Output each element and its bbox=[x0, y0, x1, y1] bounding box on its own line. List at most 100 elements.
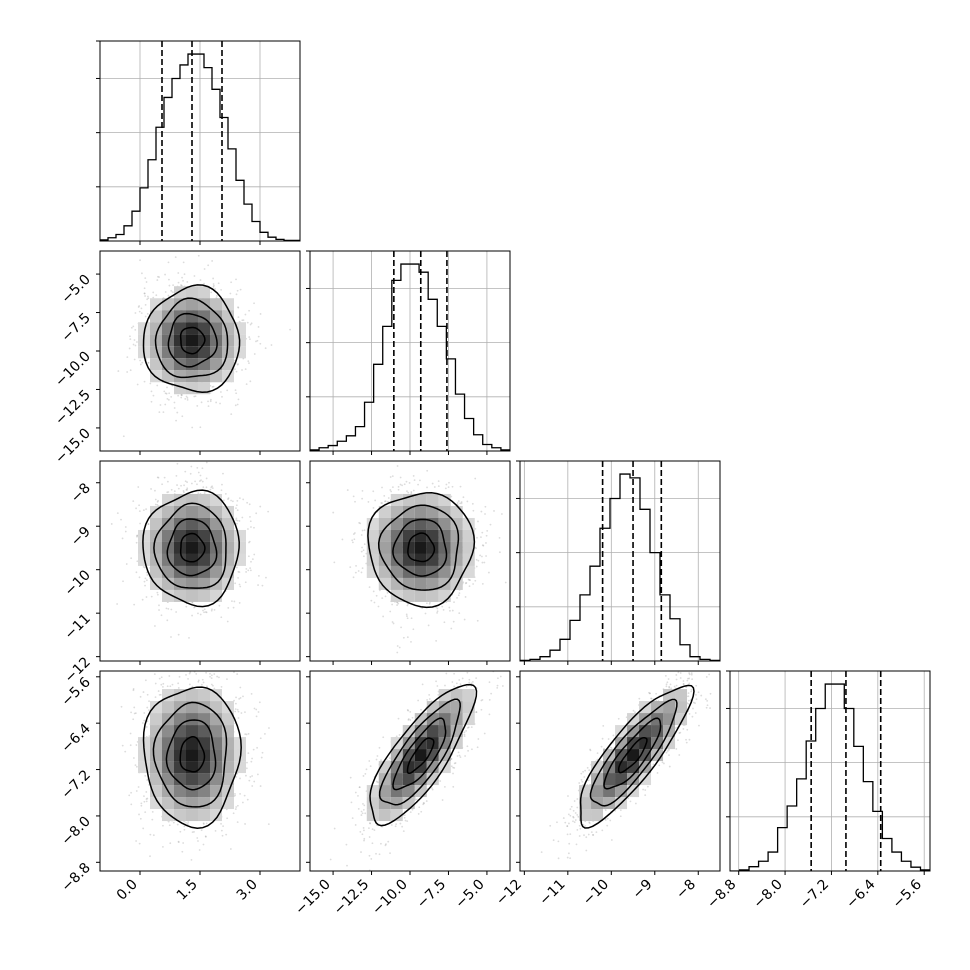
density-cell bbox=[438, 589, 451, 602]
data-point bbox=[235, 776, 238, 778]
data-point bbox=[514, 576, 516, 578]
data-point bbox=[245, 571, 248, 573]
data-point bbox=[116, 603, 119, 605]
data-point bbox=[248, 336, 251, 338]
density-cell bbox=[462, 541, 475, 554]
data-point bbox=[436, 610, 439, 613]
data-point bbox=[426, 602, 428, 605]
data-point bbox=[205, 477, 208, 480]
data-point bbox=[235, 504, 238, 507]
data-point bbox=[184, 470, 187, 473]
density-cell bbox=[174, 553, 186, 566]
data-point bbox=[235, 392, 238, 395]
density-cell bbox=[462, 517, 475, 530]
data-point bbox=[451, 485, 454, 488]
data-point bbox=[246, 321, 249, 324]
data-point bbox=[154, 489, 156, 492]
data-point bbox=[227, 497, 230, 500]
data-point bbox=[139, 817, 142, 820]
density-cell bbox=[378, 541, 391, 554]
density-cell bbox=[150, 541, 162, 554]
data-point bbox=[238, 602, 241, 604]
data-point bbox=[197, 492, 200, 495]
data-point bbox=[235, 517, 238, 520]
data-point bbox=[197, 612, 199, 615]
data-point bbox=[391, 621, 394, 623]
data-point bbox=[110, 523, 113, 525]
data-point bbox=[194, 480, 196, 483]
panel-content bbox=[310, 251, 510, 451]
panel-content bbox=[110, 461, 270, 639]
data-point bbox=[384, 500, 386, 503]
data-point bbox=[183, 491, 185, 494]
panel-2-0 bbox=[96, 460, 301, 665]
contour-line bbox=[179, 532, 206, 563]
density-cell bbox=[438, 565, 451, 578]
density-cell bbox=[150, 505, 162, 518]
density-cell bbox=[198, 346, 210, 359]
data-point bbox=[236, 289, 239, 292]
data-point bbox=[429, 601, 431, 604]
density-cell bbox=[150, 358, 162, 371]
data-point bbox=[163, 476, 166, 479]
data-point bbox=[143, 292, 146, 295]
data-point bbox=[504, 581, 507, 584]
data-point bbox=[203, 608, 206, 611]
data-point bbox=[477, 559, 480, 562]
data-point bbox=[158, 609, 160, 611]
data-point bbox=[196, 466, 199, 469]
data-point bbox=[126, 356, 129, 358]
data-point bbox=[380, 502, 383, 504]
data-point bbox=[431, 482, 434, 485]
data-point bbox=[133, 706, 136, 709]
data-point bbox=[132, 325, 135, 328]
data-point bbox=[135, 541, 138, 544]
density-cell bbox=[186, 298, 198, 311]
data-point bbox=[259, 342, 262, 345]
panel-1-0 bbox=[96, 250, 301, 455]
data-point bbox=[199, 474, 202, 477]
data-point bbox=[126, 371, 129, 373]
data-point bbox=[157, 275, 159, 278]
data-point bbox=[256, 339, 259, 342]
data-point bbox=[181, 415, 184, 418]
data-point bbox=[205, 486, 208, 489]
data-point bbox=[485, 542, 487, 544]
data-point bbox=[139, 259, 141, 262]
data-point bbox=[372, 506, 375, 509]
data-point bbox=[207, 405, 210, 408]
data-point bbox=[390, 490, 393, 493]
data-point bbox=[237, 306, 240, 309]
data-point bbox=[156, 476, 159, 479]
data-point bbox=[475, 558, 478, 561]
data-point bbox=[253, 553, 256, 556]
data-point bbox=[236, 403, 239, 406]
data-point bbox=[147, 295, 149, 298]
density-cell bbox=[366, 529, 379, 542]
data-point bbox=[201, 480, 204, 483]
data-point bbox=[132, 500, 135, 503]
data-point bbox=[214, 829, 217, 832]
data-point bbox=[138, 576, 141, 579]
data-point bbox=[244, 581, 247, 584]
data-point bbox=[143, 580, 146, 583]
density-cell bbox=[162, 358, 174, 371]
data-point bbox=[360, 550, 363, 553]
data-point bbox=[193, 606, 196, 609]
data-point bbox=[167, 261, 170, 264]
data-point bbox=[198, 480, 201, 482]
density-cell bbox=[210, 310, 222, 323]
data-point bbox=[237, 363, 239, 365]
data-point bbox=[170, 636, 172, 638]
data-point bbox=[459, 485, 462, 488]
data-point bbox=[146, 312, 149, 315]
data-point bbox=[479, 554, 482, 557]
data-point bbox=[177, 281, 180, 284]
data-point bbox=[220, 822, 222, 825]
data-point bbox=[239, 792, 241, 795]
histogram-series bbox=[310, 263, 510, 451]
data-point bbox=[396, 645, 399, 647]
data-point bbox=[173, 401, 176, 404]
data-point bbox=[120, 518, 122, 521]
data-point bbox=[469, 579, 471, 582]
